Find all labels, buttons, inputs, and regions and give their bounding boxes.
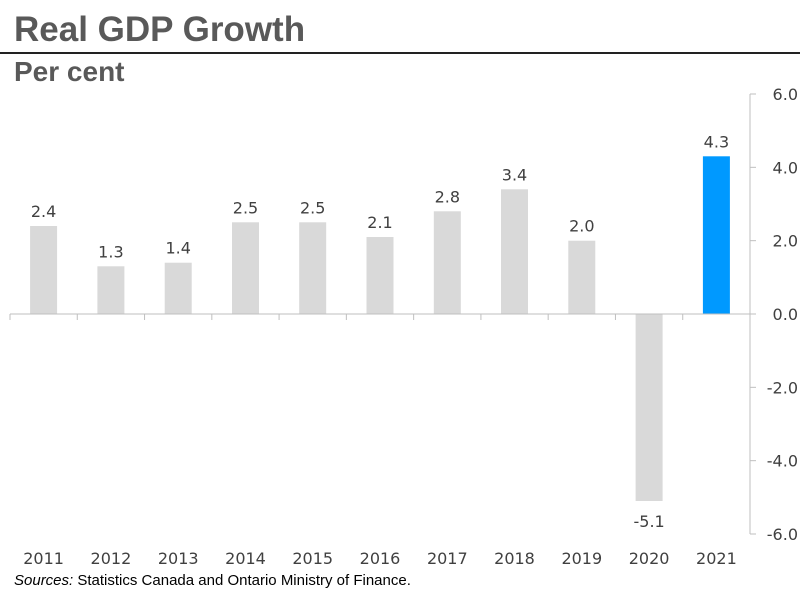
chart-title: Real GDP Growth (14, 10, 306, 49)
y-tick-label: 6.0 (773, 85, 798, 104)
bar-2011 (30, 226, 58, 314)
bar-2018 (501, 189, 528, 314)
bar-2017 (433, 211, 461, 314)
y-tick-label: -2.0 (767, 378, 798, 397)
value-label-2018: 3.4 (502, 165, 527, 184)
value-label-2011: 2.4 (31, 202, 56, 221)
x-tick-label-2020: 2020 (629, 549, 670, 568)
x-tick-label-2018: 2018 (494, 549, 535, 568)
x-tick-label-2021: 2021 (696, 549, 737, 568)
bar-2016 (366, 237, 394, 314)
value-label-2012: 1.3 (98, 242, 123, 261)
chart-subtitle: Per cent (14, 56, 125, 87)
x-tick-label-2011: 2011 (23, 549, 64, 568)
bar-2021 (702, 156, 730, 314)
labels-group: 2.4 2011 1.3 2012 1.4 2013 2.5 2014 2.5 2015 2.1 20… (23, 85, 798, 568)
bar-2015 (299, 222, 327, 314)
x-tick-label-2013: 2013 (158, 549, 199, 568)
value-label-2017: 2.8 (435, 187, 460, 206)
y-tick-label: -6.0 (767, 525, 798, 544)
value-label-2020: -5.1 (633, 512, 664, 531)
bar-2020 (635, 314, 663, 501)
x-tick-label-2017: 2017 (427, 549, 468, 568)
x-tick-label-2014: 2014 (225, 549, 266, 568)
value-label-2014: 2.5 (233, 198, 258, 217)
bar-2012 (97, 266, 125, 314)
value-label-2015: 2.5 (300, 198, 325, 217)
bars-group (30, 156, 730, 501)
y-tick-label: 0.0 (773, 305, 798, 324)
source-text: Statistics Canada and Ontario Ministry o… (73, 572, 411, 589)
bar-2014 (232, 222, 259, 314)
source-label: Sources: (14, 572, 74, 589)
x-tick-label-2016: 2016 (360, 549, 401, 568)
value-label-2016: 2.1 (367, 213, 392, 232)
y-tick-label: 2.0 (773, 232, 798, 251)
value-label-2021: 4.3 (704, 132, 729, 151)
value-label-2019: 2.0 (569, 217, 594, 236)
title-divider (0, 52, 800, 54)
x-tick-label-2019: 2019 (561, 549, 602, 568)
source-note: Sources: Statistics Canada and Ontario M… (14, 572, 411, 589)
bar-2019 (568, 240, 596, 314)
y-tick-label: -4.0 (767, 452, 798, 471)
y-tick-label: 4.0 (773, 158, 798, 177)
x-tick-label-2012: 2012 (91, 549, 132, 568)
axes-group (9, 93, 756, 535)
bar-2013 (164, 262, 192, 314)
value-label-2013: 1.4 (165, 239, 190, 258)
x-tick-label-2015: 2015 (292, 549, 333, 568)
